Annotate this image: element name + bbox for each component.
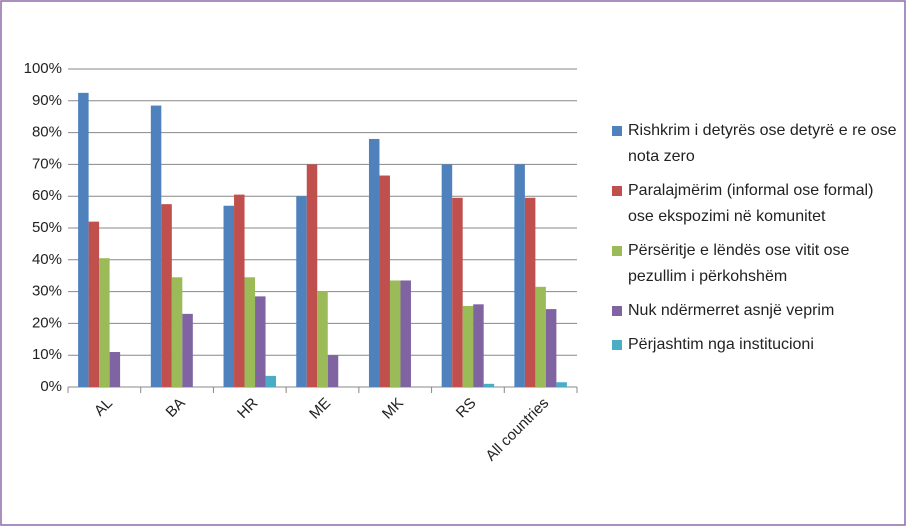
legend-label: Përjashtim nga institucioni [628, 336, 814, 353]
bar [483, 383, 495, 387]
bar [400, 280, 411, 387]
bar [78, 92, 89, 387]
legend-label: Paralajmërim (informal ose formal) ose e… [628, 182, 874, 225]
legend-swatch [612, 306, 622, 316]
bar [524, 197, 536, 387]
x-tick-label: All countries [482, 395, 552, 465]
bar [296, 196, 307, 387]
bar [441, 164, 453, 387]
y-tick-label: 70% [32, 155, 62, 172]
bar [306, 164, 318, 387]
y-tick-label: 40% [32, 251, 62, 268]
legend-swatch [612, 126, 622, 136]
bar [99, 258, 110, 387]
legend: Rishkrim i detyrës ose detyrë e re ose n… [612, 118, 897, 366]
y-tick-label: 60% [32, 187, 62, 204]
x-tick-label: MK [379, 395, 407, 423]
bar [234, 194, 245, 387]
y-tick-label: 30% [32, 283, 62, 300]
legend-label: Përsëritje e lëndës ose vitit ose pezull… [628, 242, 850, 285]
legend-entry: Nuk ndërmerret asnjë veprim [612, 298, 897, 324]
bar [545, 309, 557, 387]
y-tick-label: 100% [24, 60, 62, 77]
x-tick-label: BA [163, 395, 189, 421]
bar [389, 280, 401, 387]
bar [223, 205, 235, 387]
bar [88, 221, 100, 387]
y-tick-label: 20% [32, 314, 62, 331]
legend-swatch [612, 340, 622, 350]
legend-entry: Paralajmërim (informal ose formal) ose e… [612, 178, 897, 230]
bar [452, 197, 463, 387]
legend-label: Nuk ndërmerret asnjë veprim [628, 302, 835, 319]
bar [535, 286, 546, 387]
bar [171, 277, 183, 387]
bar [514, 164, 525, 387]
y-tick-label: 0% [40, 378, 62, 395]
x-tick-label: ME [306, 395, 334, 423]
bar [244, 277, 256, 387]
bar [379, 175, 390, 387]
y-tick-label: 50% [32, 219, 62, 236]
bar [265, 375, 277, 387]
legend-entry: Përjashtim nga institucioni [612, 332, 897, 358]
y-tick-label: 90% [32, 92, 62, 109]
legend-swatch [612, 246, 622, 256]
x-tick-label: HR [234, 395, 261, 422]
legend-entry: Rishkrim i detyrës ose detyrë e re ose n… [612, 118, 897, 170]
bar [182, 313, 193, 387]
bar [317, 291, 328, 387]
bar [255, 296, 266, 387]
bar [473, 304, 484, 387]
bar [109, 352, 121, 387]
y-tick-label: 10% [32, 346, 62, 363]
bar [556, 382, 567, 387]
legend-label: Rishkrim i detyrës ose detyrë e re ose n… [628, 122, 897, 165]
bar [327, 355, 339, 387]
y-tick-label: 80% [32, 124, 62, 141]
legend-entry: Përsëritje e lëndës ose vitit ose pezull… [612, 238, 897, 290]
legend-swatch [612, 186, 622, 196]
bar [150, 105, 162, 387]
bar [462, 305, 474, 387]
x-tick-label: AL [91, 395, 116, 420]
bar [368, 138, 380, 387]
bar [161, 204, 172, 387]
x-tick-label: RS [453, 395, 480, 422]
